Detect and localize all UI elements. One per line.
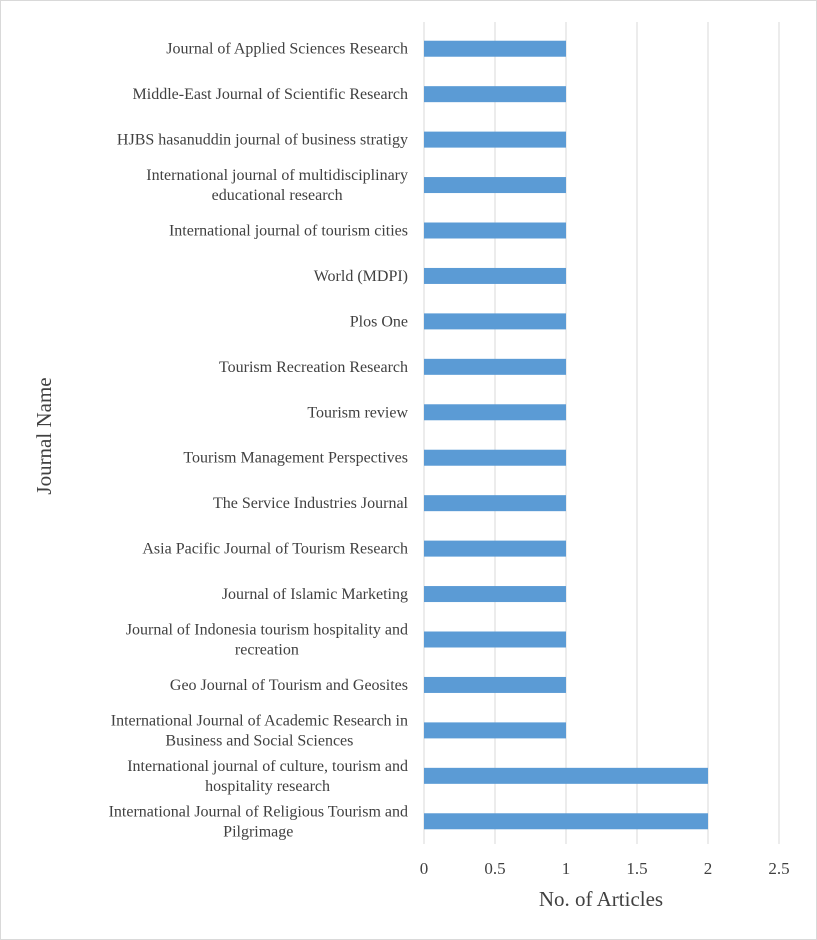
category-label: Tourism Recreation Research	[219, 359, 408, 376]
bar	[424, 131, 566, 148]
bar	[424, 495, 566, 512]
category-label: Plos One	[350, 313, 408, 330]
category-label: Middle-East Journal of Scientific Resear…	[133, 86, 408, 103]
bar	[424, 404, 566, 421]
x-tick-label: 1	[562, 859, 571, 878]
bar	[424, 722, 566, 739]
bar	[424, 449, 566, 466]
category-label: International journal of tourism cities	[169, 223, 408, 240]
category-label: International Journal of Academic Resear…	[111, 712, 408, 729]
category-label: Geo Journal of Tourism and Geosites	[170, 677, 408, 694]
category-label: HJBS hasanuddin journal of business stra…	[117, 132, 408, 149]
category-label: International Journal of Religious Touri…	[109, 803, 408, 820]
category-label: recreation	[235, 642, 299, 659]
category-label: Asia Pacific Journal of Tourism Research	[142, 541, 408, 558]
category-label: World (MDPI)	[314, 268, 408, 285]
category-label: Business and Social Sciences	[165, 732, 353, 749]
bar	[424, 313, 566, 330]
bar	[424, 177, 566, 194]
x-tick-label: 2	[704, 859, 713, 878]
category-label: Pilgrimage	[223, 823, 293, 840]
category-label: Journal of Applied Sciences Research	[166, 41, 408, 58]
bars	[424, 40, 708, 830]
category-labels: Journal of Applied Sciences Research Midd…	[109, 41, 409, 841]
category-label: Journal of Islamic Marketing	[222, 586, 408, 603]
category-label: educational research	[212, 187, 343, 204]
category-label: Tourism Management Perspectives	[183, 450, 408, 467]
category-label: International journal of culture, touris…	[127, 758, 408, 775]
gridlines	[423, 22, 780, 844]
x-axis-title: No. of Articles	[539, 887, 663, 911]
x-tick-labels: 0 0.5 1 1.5 2 2.5	[420, 859, 790, 878]
bar	[424, 586, 566, 603]
x-tick-label: 1.5	[626, 859, 647, 878]
bar	[424, 86, 566, 103]
bar	[424, 540, 566, 557]
category-label: International journal of multidisciplina…	[146, 167, 408, 184]
bar	[424, 813, 708, 830]
x-tick-label: 0.5	[484, 859, 505, 878]
category-label: Tourism review	[307, 404, 408, 421]
bar	[424, 222, 566, 239]
bar	[424, 267, 566, 284]
bar	[424, 358, 566, 375]
bar	[424, 631, 566, 648]
bar	[424, 767, 708, 784]
bar	[424, 676, 566, 693]
bar	[424, 40, 566, 57]
category-label: hospitality research	[205, 778, 330, 795]
x-tick-label: 0	[420, 859, 429, 878]
x-tick-label: 2.5	[768, 859, 789, 878]
y-axis-title: Journal Name	[32, 377, 56, 494]
category-label: The Service Industries Journal	[213, 495, 409, 512]
category-label: Journal of Indonesia tourism hospitality…	[126, 622, 408, 639]
